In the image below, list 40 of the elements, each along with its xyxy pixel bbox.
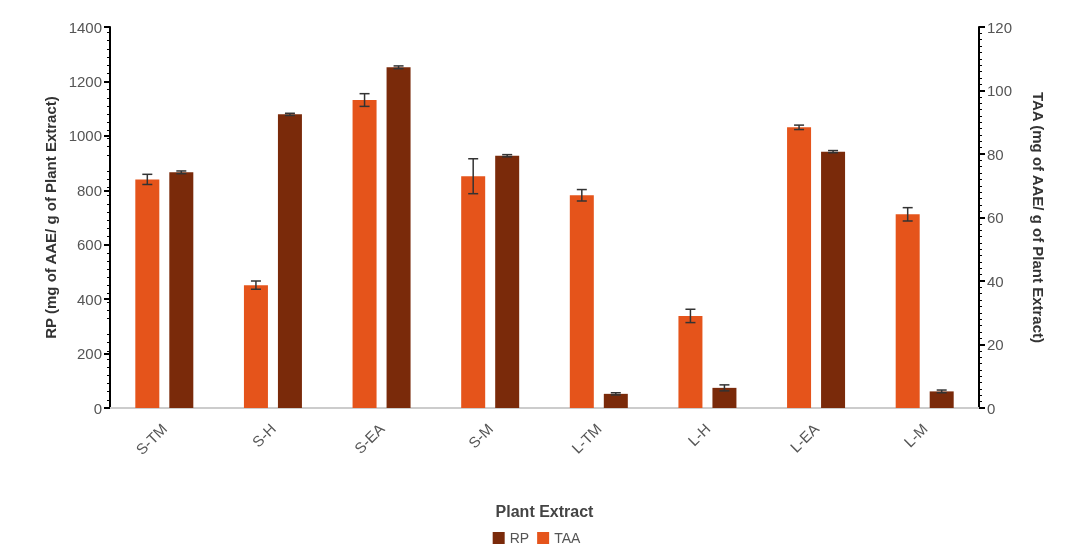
y-axis-title: RP (mg of AAE/ g of Plant Extract) (41, 96, 59, 339)
bar (169, 172, 194, 408)
y-tick-label: 800 (76, 181, 102, 199)
y-tick-label: 600 (76, 236, 102, 254)
bar (821, 151, 846, 408)
y2-tick-label: 100 (987, 82, 1013, 99)
y-tick-label: 0 (93, 399, 102, 417)
y2-tick-label: 20 (987, 336, 1004, 353)
x-tick-label: L-H (684, 419, 714, 450)
y-tick-label: 1000 (68, 127, 102, 145)
bar (495, 155, 520, 408)
x-tick-label: S-M (464, 419, 497, 452)
legend-label: RP (509, 530, 530, 546)
y2-tick-label: 40 (987, 272, 1004, 290)
y2-tick-label: 60 (987, 209, 1004, 226)
y2-axis-title: TAA (mg of AAE/ g of Plant Extract) (1030, 91, 1047, 344)
bar (712, 387, 737, 408)
bar (277, 114, 302, 408)
bar (386, 67, 411, 408)
bar (787, 127, 812, 408)
bar (929, 391, 954, 408)
bar (569, 195, 594, 408)
y-tick-label: 200 (76, 345, 102, 363)
y2-tick-label: 0 (987, 399, 996, 417)
bar (243, 285, 268, 408)
y-tick-label: 1400 (68, 18, 102, 36)
y2-tick-label: 120 (987, 18, 1013, 36)
bar (895, 214, 920, 408)
bar (461, 176, 486, 408)
legend-label: TAA (554, 530, 581, 546)
y-tick-label: 1200 (68, 72, 102, 90)
bar (352, 100, 377, 408)
y2-tick-label: 80 (987, 145, 1004, 163)
bar (603, 393, 628, 408)
bar (678, 315, 703, 408)
y-tick-label: 400 (76, 290, 102, 308)
bar (135, 179, 160, 408)
x-tick-label: L-M (900, 419, 931, 451)
x-axis-title: Plant Extract (495, 502, 595, 520)
x-tick-label: S-H (248, 419, 279, 451)
